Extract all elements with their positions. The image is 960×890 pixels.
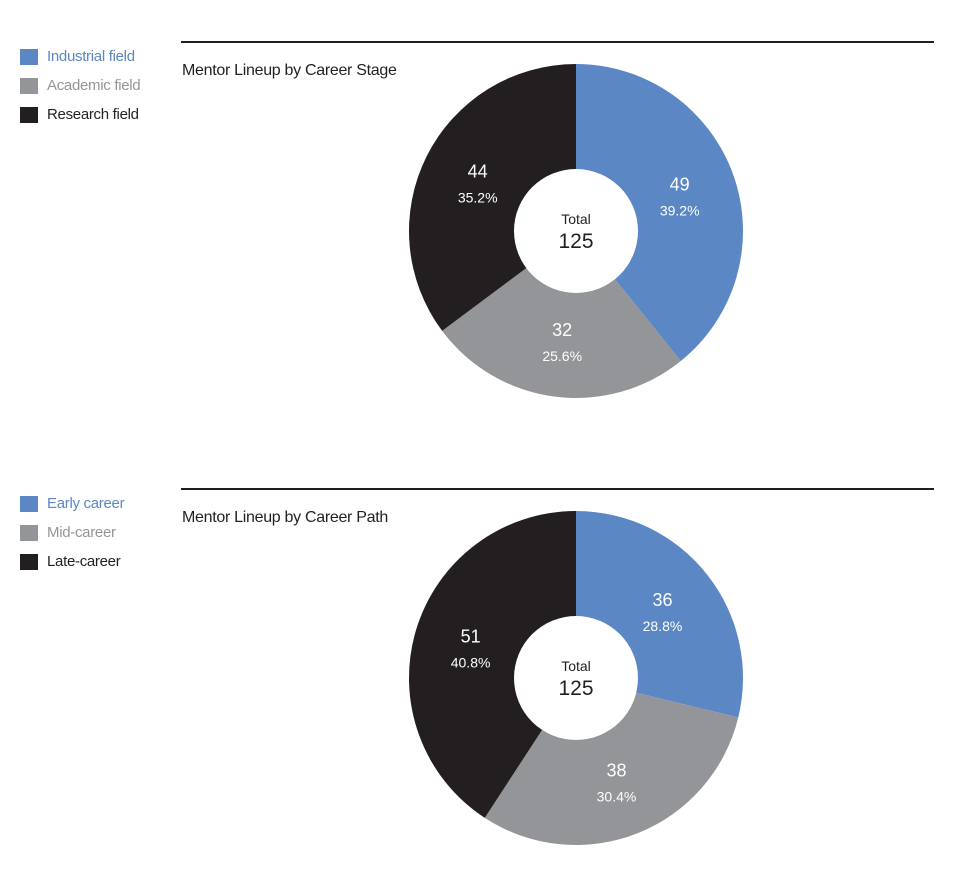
legend-swatch [20, 48, 38, 65]
legend-item-late: Late-career [20, 547, 124, 576]
slice-value-label: 38 [606, 760, 626, 780]
legend: Industrial field Academic field Research… [20, 42, 141, 129]
slice-value-label: 49 [670, 174, 690, 194]
legend: Early career Mid-career Late-career [20, 489, 125, 576]
chart-title: Mentor Lineup by Career Stage [182, 62, 397, 79]
donut-chart: 49 39.2% 32 25.6% 44 35.2% Total 125 [409, 64, 743, 398]
chart-block-career-stage: Industrial field Academic field Research… [0, 0, 960, 443]
legend-label: Early career [47, 495, 125, 512]
slice-value-label: 44 [468, 162, 488, 182]
legend-label: Industrial field [47, 48, 135, 65]
pie-slice [408, 511, 576, 818]
divider [181, 41, 934, 43]
pie-slice [409, 64, 576, 331]
chart-title: Mentor Lineup by Career Path [182, 509, 388, 526]
divider [181, 488, 934, 490]
pie-slice [442, 231, 681, 398]
donut-chart: 36 28.8% 38 30.4% 51 40.8% Total 125 [408, 511, 743, 846]
pie-slice [484, 678, 739, 846]
pie-slice [576, 64, 743, 361]
slice-percent-label: 35.2% [458, 190, 498, 206]
slice-percent-label: 30.4% [597, 788, 637, 804]
legend-label: Academic field [47, 77, 141, 94]
center-label: Total [561, 211, 591, 227]
legend-item-mid: Mid-career [20, 518, 124, 547]
slice-percent-label: 39.2% [660, 202, 700, 218]
donut-hole [514, 616, 638, 740]
legend-item-research: Research field [20, 100, 140, 129]
legend-label: Late-career [47, 553, 121, 570]
center-total: 125 [558, 677, 593, 700]
legend-item-industrial: Industrial field [20, 42, 140, 71]
legend-item-early: Early career [20, 489, 125, 518]
slice-percent-label: 25.6% [542, 348, 582, 364]
center-label: Total [561, 658, 591, 674]
legend-swatch [20, 77, 38, 94]
legend-swatch [20, 524, 38, 541]
legend-swatch [20, 553, 38, 570]
legend-label: Mid-career [47, 524, 116, 541]
slice-percent-label: 40.8% [451, 655, 491, 671]
slice-value-label: 32 [552, 320, 572, 340]
slice-value-label: 36 [652, 590, 672, 610]
slice-percent-label: 28.8% [643, 618, 683, 634]
slice-value-label: 51 [461, 627, 481, 647]
legend-swatch [20, 495, 38, 512]
legend-swatch [20, 106, 38, 123]
legend-label: Research field [47, 106, 139, 123]
center-total: 125 [558, 230, 593, 253]
legend-item-academic: Academic field [20, 71, 141, 100]
chart-block-career-path: Early career Mid-career Late-career Ment… [0, 447, 960, 890]
donut-hole [514, 169, 638, 293]
